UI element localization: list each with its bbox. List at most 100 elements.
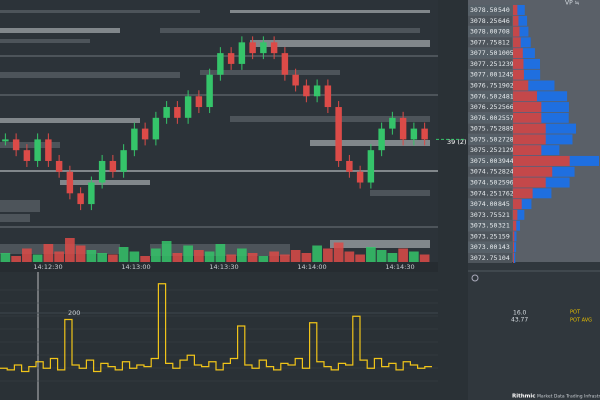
candle (378, 128, 385, 151)
candle (98, 160, 106, 183)
candle (399, 117, 407, 140)
volume-bar (108, 254, 118, 262)
volume-label: 2481 (498, 92, 514, 100)
price-label: 3078.50 (470, 6, 497, 14)
price-label: 3077.50 (470, 49, 497, 57)
volume-bar (11, 256, 21, 262)
profile-bar (513, 91, 568, 102)
profile-bar (513, 80, 555, 91)
volume-bar (280, 254, 290, 262)
volume-bar (419, 254, 430, 262)
indicator-line (0, 283, 432, 373)
stat-avg: 43.77 (511, 317, 528, 324)
settings-icon[interactable] (471, 274, 479, 282)
ladder-row (468, 26, 512, 37)
heat-stripe (0, 10, 200, 13)
candle (292, 74, 299, 86)
tagline: Market Data Trading Infrastructure (537, 394, 600, 400)
volume-bar (194, 250, 204, 262)
heat-stripe (0, 200, 40, 212)
candle (313, 85, 321, 97)
profile-sell (513, 199, 522, 210)
volume-bar (183, 245, 193, 262)
stat-label: POT (570, 310, 581, 316)
ladder-row (468, 231, 512, 242)
candle (389, 117, 396, 129)
volume-label: 2889 (498, 125, 514, 133)
heat-stripe (230, 116, 430, 122)
volume-bar (22, 248, 32, 262)
ladder-row (468, 123, 512, 134)
price-label: 3076.25 (470, 103, 497, 111)
heat-stripe (0, 214, 30, 222)
candle (88, 182, 95, 205)
price-label: 3077.25 (470, 60, 497, 68)
ladder-row (468, 242, 512, 253)
candle (120, 150, 127, 172)
volume-label: 540 (498, 6, 510, 14)
heat-stripe (0, 226, 438, 228)
volume-label: 143 (498, 243, 510, 251)
ladder-title: VP ≒ (565, 0, 580, 7)
time-label: 14:13:00 (121, 263, 150, 271)
candle (281, 53, 289, 75)
volume-bar (0, 253, 11, 262)
volume-bar (151, 248, 161, 262)
heat-stripe (0, 118, 140, 123)
profile-sell (513, 5, 518, 15)
profile-sell (513, 80, 529, 91)
ladder-row (468, 15, 512, 26)
heat-stripe (230, 10, 430, 13)
profile-sell (513, 123, 546, 134)
volume-label: 646 (498, 17, 510, 25)
volume-bar (129, 251, 140, 262)
price-label: 3073.50 (470, 222, 497, 230)
candle (45, 139, 52, 161)
volume-bar (226, 254, 236, 262)
heat-stripe (0, 72, 180, 78)
volume-bar (269, 251, 279, 262)
profile-sell (513, 26, 520, 37)
volume-label: 708 (498, 28, 510, 36)
price-label: 3075.50 (470, 135, 497, 143)
stat-value: 16.0 (513, 310, 527, 317)
profile-sell (513, 253, 514, 263)
heat-stripe (370, 190, 430, 196)
candle (55, 160, 63, 172)
price-label: 3074.00 (470, 200, 497, 208)
price-label: 3073.25 (470, 232, 497, 240)
profile-sell (513, 15, 519, 26)
candle (335, 107, 342, 161)
price-label: 3078.25 (470, 17, 497, 25)
profile-sell (513, 69, 524, 80)
candle (174, 107, 181, 118)
ladder-row (468, 145, 512, 156)
heat-stripe (0, 142, 60, 148)
ladder-row (468, 166, 512, 177)
candle (2, 139, 9, 142)
volume-label: 812 (498, 38, 510, 46)
ladder-row (468, 199, 512, 210)
profile-sell (513, 166, 553, 177)
profile-bar (513, 69, 541, 80)
candle (270, 42, 278, 54)
volume-bar (409, 251, 419, 262)
volume-bar (290, 250, 301, 262)
volume-bar (118, 247, 129, 262)
volume-bar (32, 254, 43, 262)
profile-bar (513, 231, 517, 242)
candle (206, 74, 213, 108)
candle (163, 107, 170, 118)
price-label: 3075.25 (470, 146, 497, 154)
volume-label: 2596 (498, 179, 514, 187)
volume-label: 1245 (498, 71, 514, 79)
volume-label: 2566 (498, 103, 514, 111)
profile-sell (513, 102, 542, 113)
ladder-row (468, 37, 512, 48)
volume-bar (204, 251, 215, 262)
volume-label: 845 (498, 200, 510, 208)
volume-label: 159 (498, 232, 510, 240)
price-label: 3075.75 (470, 125, 497, 133)
time-axis (0, 262, 438, 272)
